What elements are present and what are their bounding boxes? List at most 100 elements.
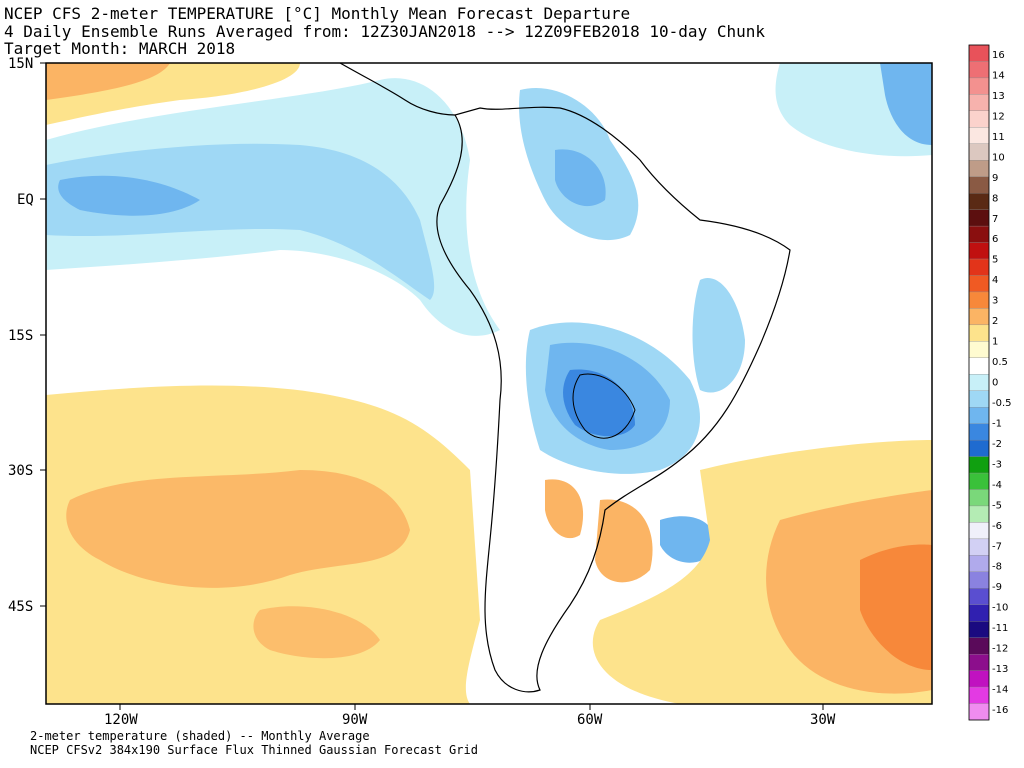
colorbar-frame bbox=[968, 44, 990, 721]
colorbar-swatch bbox=[968, 209, 990, 227]
colorbar-label: 3 bbox=[992, 296, 998, 307]
lat-label-30s: 30S bbox=[8, 463, 33, 479]
colorbar-swatch bbox=[968, 127, 990, 144]
colorbar-label: -13 bbox=[992, 664, 1008, 675]
colorbar-label: 0.5 bbox=[992, 357, 1008, 368]
colorbar-label: 6 bbox=[992, 234, 998, 245]
latitude-axis: 15N EQ 15S 30S 45S bbox=[8, 56, 46, 615]
colorbar-swatch bbox=[968, 143, 990, 161]
colorbar-label: 5 bbox=[992, 255, 998, 266]
colorbar-label: -12 bbox=[992, 644, 1008, 655]
colorbar-label: -2 bbox=[992, 439, 1002, 450]
colorbar-label: 7 bbox=[992, 214, 998, 225]
colorbar-swatch bbox=[968, 505, 990, 523]
warm-patch-south-pacific bbox=[253, 606, 380, 659]
colorbar-swatch bbox=[968, 489, 990, 507]
colorbar-swatch bbox=[968, 324, 990, 342]
colorbar-swatch bbox=[968, 472, 990, 490]
colorbar-label: -14 bbox=[992, 685, 1008, 696]
colorbar-swatch bbox=[968, 670, 990, 688]
chart-title-line-3: Target Month: MARCH 2018 bbox=[4, 39, 236, 58]
lon-label-30w: 30W bbox=[810, 712, 836, 728]
lon-label-120w: 120W bbox=[104, 712, 138, 728]
colorbar-swatch bbox=[968, 653, 990, 671]
colorbar-swatch bbox=[968, 110, 990, 128]
lat-label-eq: EQ bbox=[17, 192, 34, 208]
lon-label-90w: 90W bbox=[342, 712, 368, 728]
colorbar-label: 12 bbox=[992, 111, 1005, 122]
colorbar-label: -0.5 bbox=[992, 398, 1012, 409]
colorbar-swatch bbox=[968, 522, 990, 540]
colorbar-swatch bbox=[968, 225, 990, 243]
cool-anomaly-caribbean-core bbox=[555, 149, 606, 207]
cool-anomaly-ne-atlantic-core bbox=[880, 63, 932, 145]
map-panel bbox=[46, 63, 932, 704]
colorbar-label: 13 bbox=[992, 91, 1005, 102]
lat-label-15s: 15S bbox=[8, 328, 33, 344]
colorbar-swatch bbox=[968, 555, 990, 572]
warm-anomaly-patagonia bbox=[595, 499, 653, 583]
colorbar-swatch bbox=[968, 341, 990, 358]
colorbar-label: 0 bbox=[992, 378, 998, 389]
map-frame bbox=[45, 62, 933, 705]
cool-band-equatorial-deep bbox=[58, 175, 201, 216]
longitude-axis: 120W 90W 60W 30W bbox=[104, 704, 836, 728]
chart-title-line-2: 4 Daily Ensemble Runs Averaged from: 12Z… bbox=[4, 22, 765, 41]
colorbar: 16 14 13 12 11 10 9 8 7 6 5 4 3 2 1 0.5 0 -0.5 -1 -2 -3 -4 -5 -… bbox=[968, 44, 1012, 721]
colorbar-label: -9 bbox=[992, 582, 1002, 593]
lon-label-60w: 60W bbox=[577, 712, 603, 728]
colorbar-label: -8 bbox=[992, 562, 1002, 573]
colorbar-swatch bbox=[968, 374, 990, 391]
colorbar-swatch bbox=[968, 423, 990, 441]
colorbar-swatch bbox=[968, 77, 990, 95]
cool-anomaly-east-brazil bbox=[692, 278, 745, 393]
colorbar-swatch bbox=[968, 61, 990, 79]
cool-anomaly-south-america-core bbox=[563, 369, 635, 437]
warm-anomaly-nw-pacific-core bbox=[46, 63, 170, 100]
colorbar-label: -11 bbox=[992, 623, 1008, 634]
colorbar-label: 8 bbox=[992, 193, 998, 204]
colorbar-label: -10 bbox=[992, 603, 1008, 614]
colorbar-swatch bbox=[968, 44, 990, 62]
colorbar-swatch bbox=[968, 439, 990, 457]
colorbar-swatch bbox=[968, 176, 990, 194]
colorbar-label: 11 bbox=[992, 132, 1005, 143]
colorbar-swatch bbox=[968, 456, 990, 474]
colorbar-label: -16 bbox=[992, 705, 1008, 716]
colorbar-label: 16 bbox=[992, 50, 1005, 61]
colorbar-swatch bbox=[968, 637, 990, 655]
colorbar-swatch bbox=[968, 258, 990, 276]
footer-line-2: NCEP CFSv2 384x190 Surface Flux Thinned … bbox=[30, 743, 478, 757]
colorbar-swatch bbox=[968, 571, 990, 589]
colorbar-label: 14 bbox=[992, 70, 1005, 81]
colorbar-label: -6 bbox=[992, 521, 1002, 532]
colorbar-swatch bbox=[968, 538, 990, 556]
colorbar-swatch bbox=[968, 291, 990, 309]
lat-label-45s: 45S bbox=[8, 599, 33, 615]
colorbar-label: -4 bbox=[992, 480, 1002, 491]
colorbar-swatch bbox=[968, 357, 990, 375]
colorbar-swatch bbox=[968, 407, 990, 424]
colorbar-swatch bbox=[968, 588, 990, 605]
colorbar-label: -1 bbox=[992, 418, 1002, 429]
warm-anomaly-south-atlantic-deep bbox=[860, 544, 932, 670]
chart-title-line-1: NCEP CFS 2-meter TEMPERATURE [°C] Monthl… bbox=[4, 4, 631, 23]
warm-anomaly-chile bbox=[545, 479, 584, 539]
colorbar-label: 4 bbox=[992, 275, 998, 286]
colorbar-swatch bbox=[968, 242, 990, 260]
colorbar-swatch bbox=[968, 390, 990, 408]
colorbar-swatch bbox=[968, 703, 990, 721]
central-america-coastline bbox=[339, 63, 456, 116]
colorbar-label: 1 bbox=[992, 337, 998, 348]
colorbar-swatch bbox=[968, 193, 990, 210]
colorbar-swatch bbox=[968, 160, 990, 177]
colorbar-label: -3 bbox=[992, 459, 1002, 470]
colorbar-swatch bbox=[968, 275, 990, 293]
colorbar-label: -5 bbox=[992, 500, 1002, 511]
colorbar-swatch bbox=[968, 94, 990, 112]
colorbar-label: 2 bbox=[992, 316, 998, 327]
colorbar-swatch bbox=[968, 604, 990, 622]
colorbar-swatch bbox=[968, 308, 990, 326]
warm-anomaly-sw-pacific-core bbox=[66, 470, 410, 588]
